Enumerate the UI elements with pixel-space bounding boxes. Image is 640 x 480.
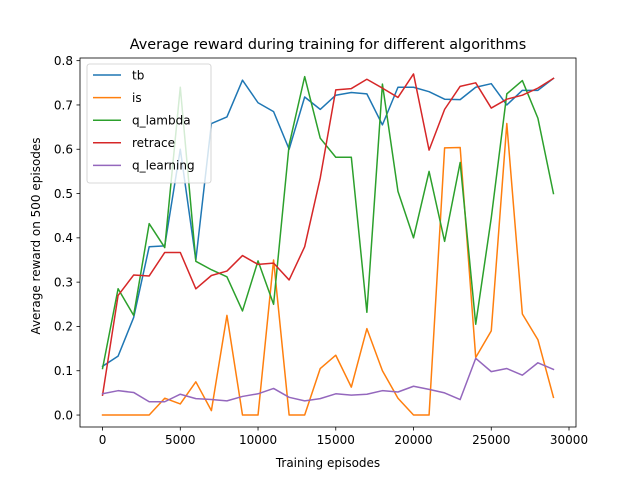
legend-label-is: is [132, 91, 142, 105]
y-tick-label: 0.5 [54, 187, 73, 201]
y-tick-label: 0.1 [54, 364, 73, 378]
legend-label-retrace: retrace [132, 136, 175, 150]
y-tick-label: 0.0 [54, 408, 73, 422]
y-axis-label: Average reward on 500 episodes [29, 137, 43, 334]
legend-box [86, 63, 212, 184]
x-tick-label: 20000 [394, 433, 432, 447]
series-line-q-learning [101, 357, 555, 403]
y-tick-label: 0.2 [54, 320, 73, 334]
y-tick-label: 0.7 [54, 98, 73, 112]
chart-title: Average reward during training for diffe… [130, 37, 526, 53]
x-tick-label: 5000 [165, 433, 196, 447]
y-tick-label: 0.8 [54, 54, 73, 68]
y-tick-label: 0.3 [54, 275, 73, 289]
legend-label-q-lambda: q_lambda [132, 114, 191, 128]
series-line-is [101, 122, 555, 416]
legend-label-q-learning: q_learning [132, 159, 195, 173]
series-line-retrace [101, 73, 555, 396]
x-tick-label: 10000 [239, 433, 277, 447]
y-tick-label: 0.6 [54, 143, 73, 157]
axes-frame [79, 57, 577, 428]
x-tick-label: 15000 [317, 433, 355, 447]
y-tick-label: 0.4 [54, 231, 73, 245]
x-tick-label: 30000 [550, 433, 588, 447]
x-axis-label: Training episodes [275, 456, 380, 470]
x-tick-label: 25000 [472, 433, 510, 447]
legend-label-tb: tb [132, 68, 144, 82]
plot-area: 0 5000 10000 15000 20000 25000 30000 0.0 0.1 0.2 0… [54, 54, 588, 447]
x-tick-label: 0 [99, 433, 107, 447]
